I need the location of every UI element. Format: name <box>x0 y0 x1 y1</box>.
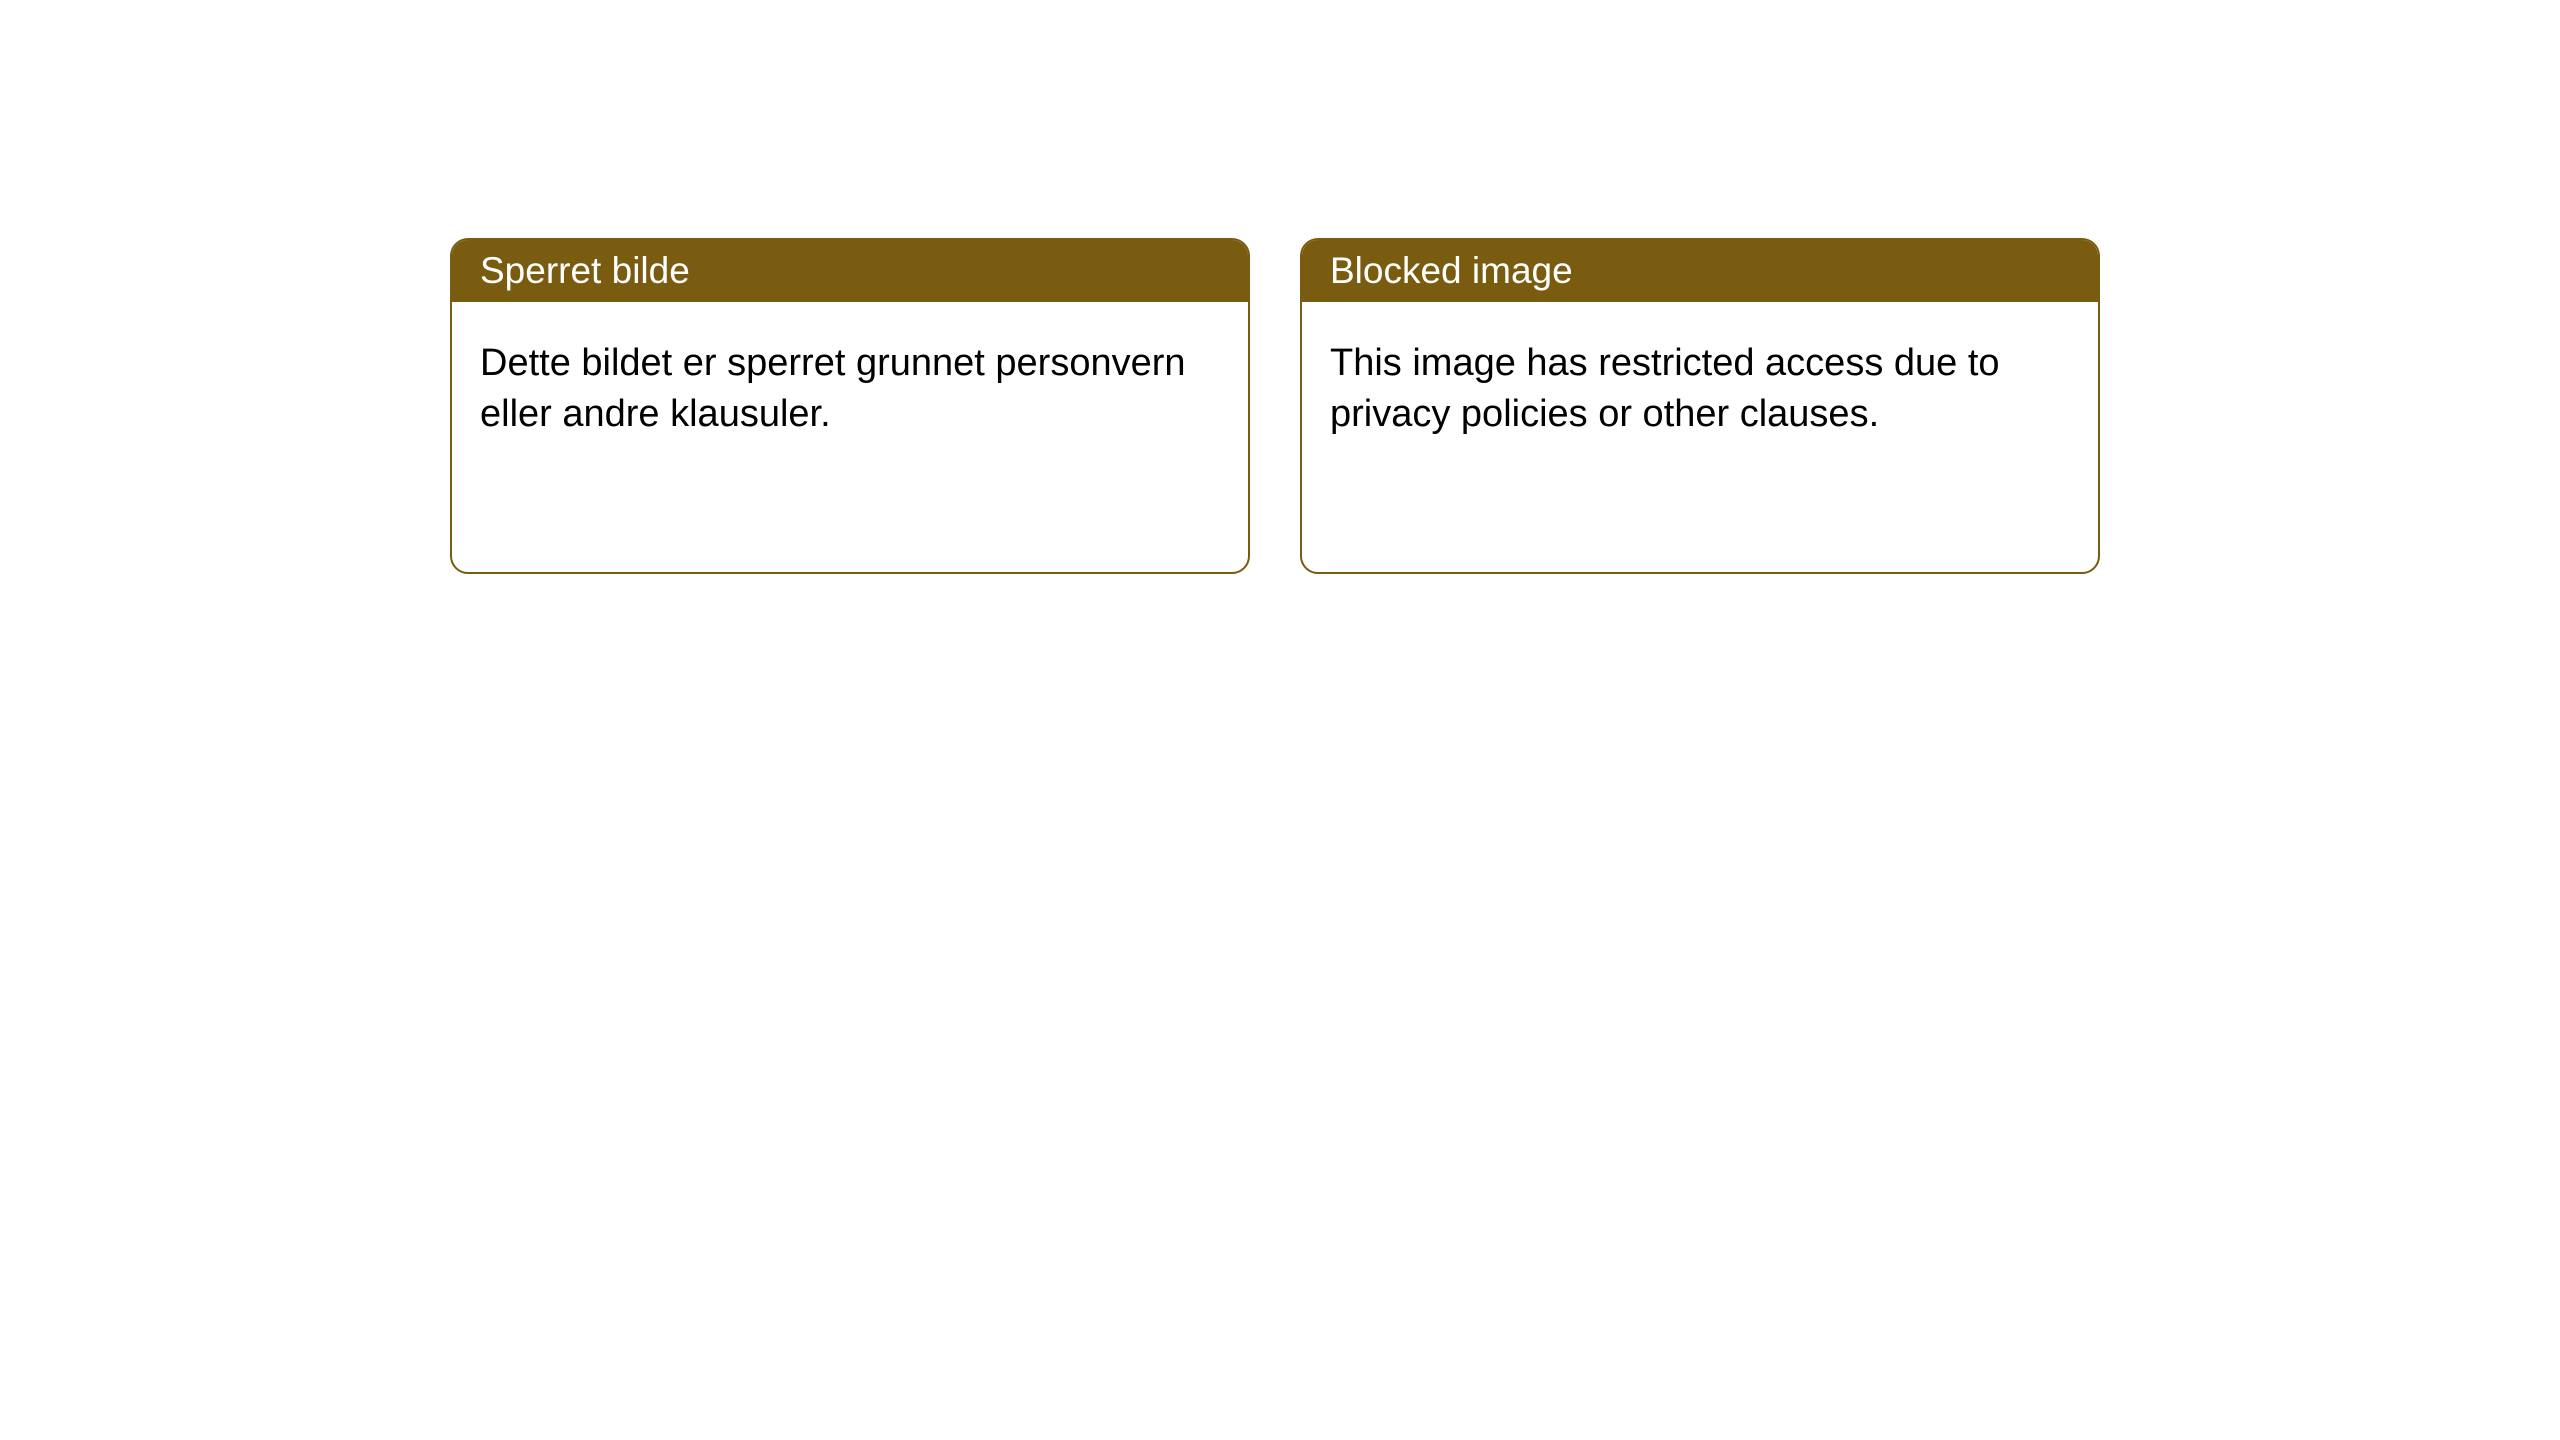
notice-box-norwegian: Sperret bilde Dette bildet er sperret gr… <box>450 238 1250 574</box>
notice-box-english: Blocked image This image has restricted … <box>1300 238 2100 574</box>
notice-header: Blocked image <box>1302 240 2098 302</box>
notice-body: Dette bildet er sperret grunnet personve… <box>452 302 1248 572</box>
notice-body-text: Dette bildet er sperret grunnet personve… <box>480 342 1186 435</box>
notice-header: Sperret bilde <box>452 240 1248 302</box>
notice-title: Sperret bilde <box>480 250 690 291</box>
notice-body-text: This image has restricted access due to … <box>1330 342 2000 435</box>
notice-body: This image has restricted access due to … <box>1302 302 2098 572</box>
notice-title: Blocked image <box>1330 250 1573 291</box>
notice-container: Sperret bilde Dette bildet er sperret gr… <box>450 238 2100 574</box>
